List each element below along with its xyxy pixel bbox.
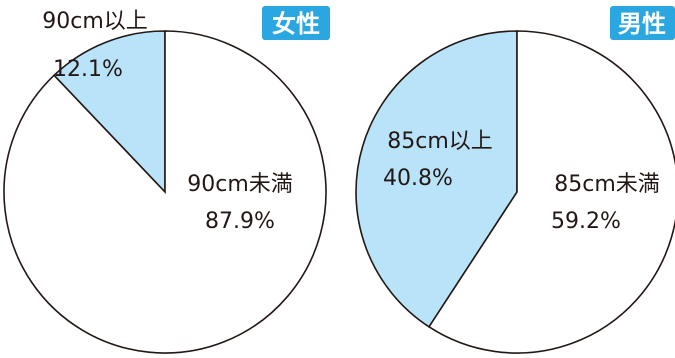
slice-label-female-under: 90cm未満 xyxy=(187,172,293,197)
slice-label-male-under: 85cm未満 xyxy=(554,172,660,197)
badge-male: 男性 xyxy=(610,6,675,40)
pie-slice-female-over xyxy=(52,30,166,195)
badge-female: 女性 xyxy=(262,6,330,40)
pie-slice-female-under xyxy=(3,30,327,354)
badge-female-bg xyxy=(262,6,330,40)
chart-title-male: 男性 xyxy=(618,10,666,38)
slice-value-female-over: 12.1% xyxy=(53,57,123,82)
slice-label-male-over: 85cm以上 xyxy=(387,129,493,154)
chart-title-female: 女性 xyxy=(272,10,320,38)
badge-male-bg xyxy=(610,6,675,40)
pie-female: 90cm以上 12.1% 90cm未満 87.9% 女性 xyxy=(3,6,330,354)
slice-label-female-over: 90cm以上 xyxy=(42,9,148,34)
slice-value-male-under: 59.2% xyxy=(551,209,621,234)
pie-male: 85cm以上 40.8% 85cm未満 59.2% 男性 xyxy=(355,6,675,354)
pie-slice-male-under xyxy=(427,30,675,354)
slice-value-male-over: 40.8% xyxy=(383,166,453,191)
slice-value-female-under: 87.9% xyxy=(205,209,275,234)
